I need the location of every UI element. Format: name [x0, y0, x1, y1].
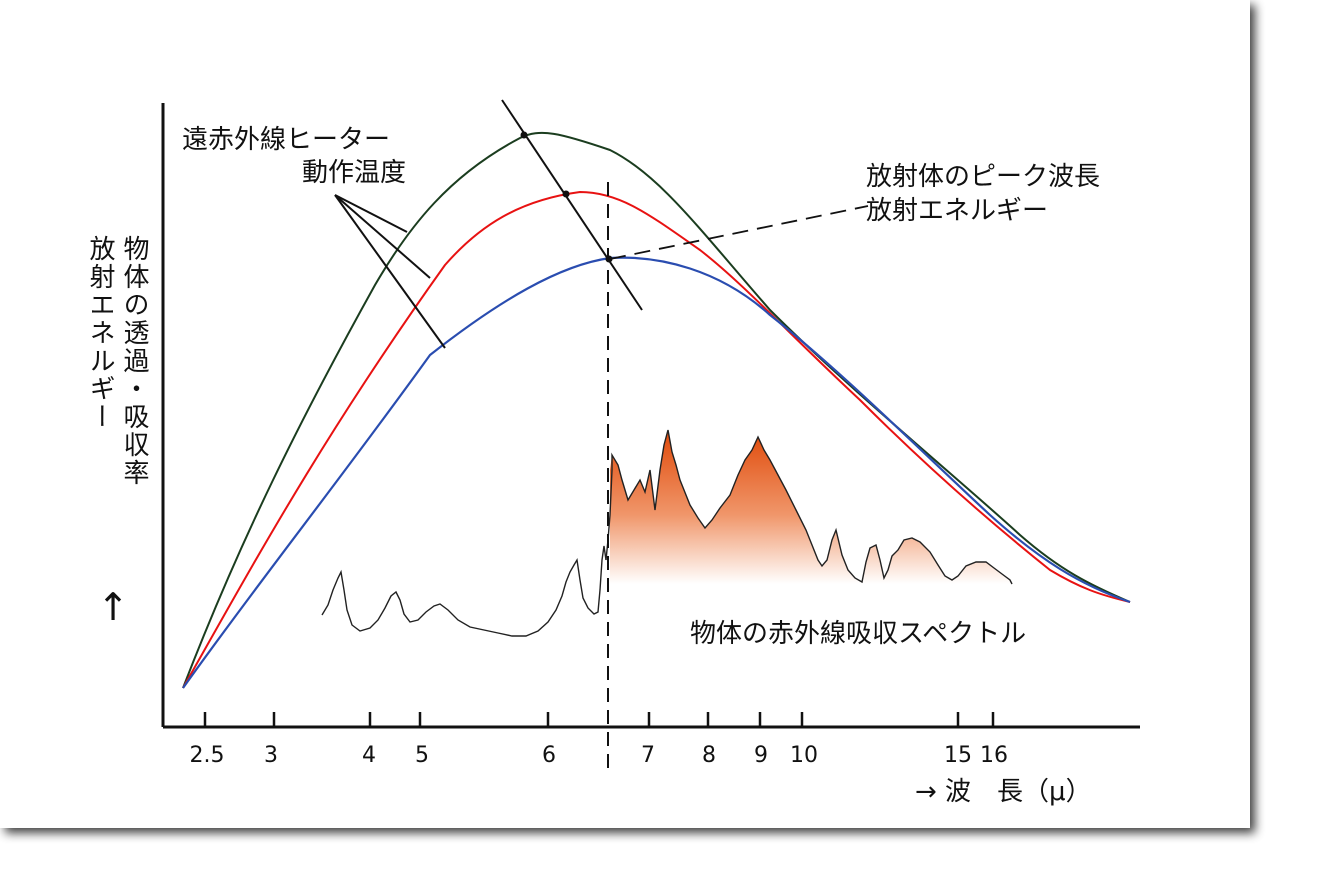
absorption-spectrum-outline-left	[321, 545, 607, 637]
x-tick-label: 16	[980, 743, 1008, 768]
peak-point-mid	[562, 190, 570, 198]
absorption-label: 物体の赤外線吸収スペクトル	[690, 619, 1026, 649]
x-tick-marks	[203, 712, 995, 727]
absorption-spectrum-outline-right	[605, 429, 1013, 585]
peak-label-leader	[609, 205, 869, 260]
heater-label-line1: 遠赤外線ヒーター	[182, 125, 390, 155]
x-tick-label: 6	[542, 743, 556, 768]
page-background	[0, 0, 1250, 828]
x-tick-labels: 2.5 3 4 5 6 7 8 9 10 15 16	[190, 743, 1009, 768]
x-axis-label: → 波 長（μ）	[915, 777, 1092, 807]
x-tick-label: 5	[415, 743, 429, 768]
x-tick-label: 8	[702, 743, 716, 768]
curve-mid-temperature	[182, 190, 1131, 689]
y-axis-label-col2: 放射エネルギー	[85, 235, 115, 431]
peak-point-high	[520, 131, 528, 139]
curve-low-temperature	[182, 256, 1131, 689]
x-tick-label: 2.5	[190, 743, 225, 768]
peak-label-line1: 放射体のピーク波長	[866, 162, 1100, 192]
heater-label-line2: 動作温度	[302, 158, 406, 188]
x-tick-label: 10	[790, 743, 818, 768]
curve-high-temperature	[182, 131, 1131, 689]
y-axis-arrow: ↑	[97, 585, 129, 629]
peak-label-line2: 放射エネルギー	[866, 196, 1048, 226]
heater-label-leaders	[334, 194, 446, 349]
absorption-spectrum-filled	[610, 430, 1012, 584]
x-tick-label: 4	[362, 743, 376, 768]
x-tick-label: 9	[754, 743, 768, 768]
x-tick-label: 3	[264, 743, 278, 768]
y-axis-label-col1: 物体の透過・吸収率	[119, 235, 149, 487]
x-tick-label: 15	[944, 743, 972, 768]
x-tick-label: 7	[641, 743, 655, 768]
